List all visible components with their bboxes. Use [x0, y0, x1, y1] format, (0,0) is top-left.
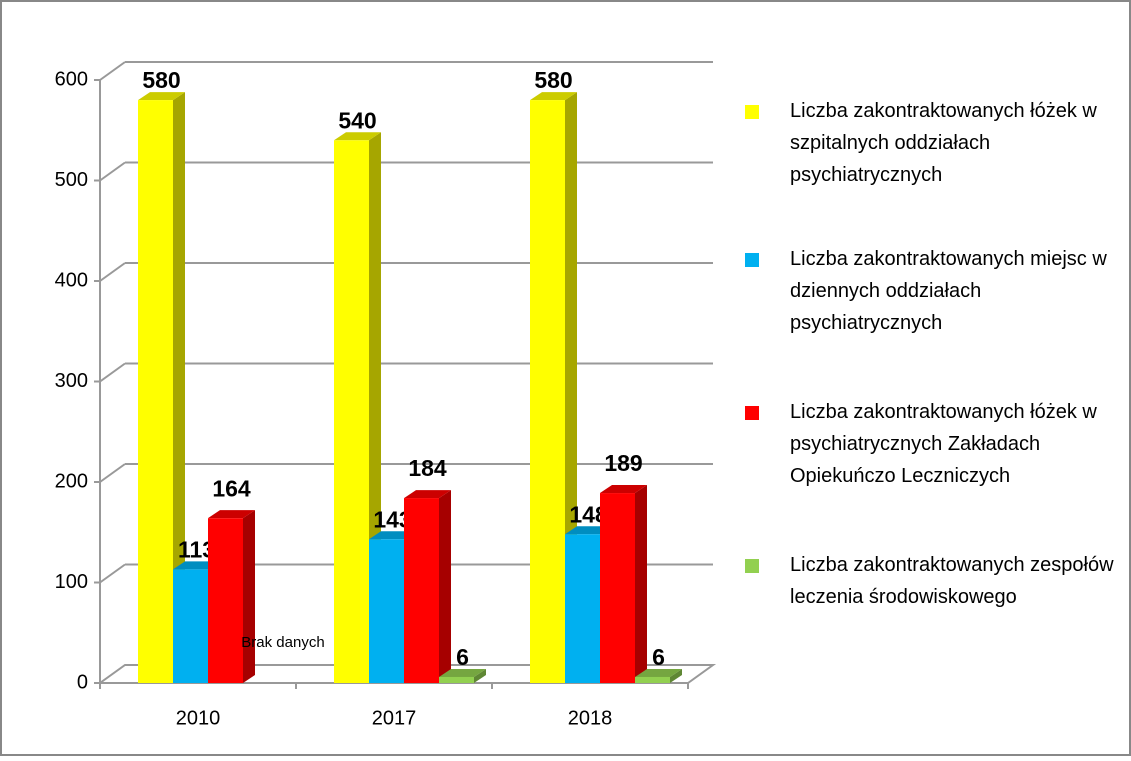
- y-tick-label: 500: [55, 169, 88, 191]
- x-tick-label: 2018: [568, 707, 613, 729]
- bar: [173, 569, 208, 683]
- bar-side: [173, 92, 185, 684]
- bar-side: [670, 668, 682, 683]
- data-label: Brak danych: [241, 634, 324, 651]
- bar-top: [600, 485, 647, 494]
- x-tick-label: 2010: [176, 707, 221, 729]
- bar: [439, 676, 474, 683]
- legend-line: psychiatrycznych: [790, 312, 942, 334]
- bar-side: [439, 490, 451, 683]
- bar-top: [404, 490, 451, 499]
- legend-label: Liczba zakontraktowanych miejsc w dzienny…: [790, 248, 1107, 334]
- bar: [565, 534, 600, 683]
- y-tick-label: 400: [55, 269, 88, 291]
- legend-line: Liczba zakontraktowanych łóżek w: [790, 401, 1097, 423]
- bar: [334, 140, 369, 684]
- data-label: 164: [212, 475, 251, 501]
- y-tick-label: 0: [77, 671, 88, 693]
- bar-side: [474, 668, 486, 683]
- y-tick-label: 300: [55, 370, 88, 392]
- legend-line: psychiatrycznych Zakładach: [790, 433, 1040, 455]
- data-label: 580: [142, 67, 180, 93]
- bar: [138, 100, 173, 684]
- y-tick-label: 200: [55, 470, 88, 492]
- bar-top: [138, 92, 185, 101]
- bar: [635, 676, 670, 683]
- bar: [600, 493, 635, 683]
- legend-label: Liczba zakontraktowanych zespołów leczeni…: [790, 554, 1114, 608]
- data-label: 184: [408, 455, 447, 481]
- bar-top: [208, 510, 255, 519]
- legend-swatch: [745, 559, 759, 573]
- data-label: 580: [534, 67, 572, 93]
- legend-swatch: [745, 406, 759, 420]
- legend-line: Liczba zakontraktowanych miejsc w: [790, 248, 1107, 270]
- legend-swatch: [745, 105, 759, 119]
- bar-top: [439, 668, 486, 677]
- legend-line: Opiekuńczo Leczniczych: [790, 465, 1010, 487]
- bar-top: [334, 132, 381, 141]
- legend-label: Liczba zakontraktowanych łóżek w szpitaln…: [790, 100, 1097, 186]
- legend-swatch: [745, 253, 759, 267]
- grid-line: [99, 262, 126, 282]
- data-label: 6: [652, 644, 665, 670]
- bar-top: [530, 92, 577, 101]
- legend-line: Liczba zakontraktowanych zespołów: [790, 554, 1114, 576]
- data-label: 540: [338, 107, 376, 133]
- grid-line: [99, 362, 126, 383]
- legend-line: dziennych oddziałach: [790, 280, 981, 302]
- legend-line: psychiatrycznych: [790, 164, 942, 186]
- bar: [369, 539, 404, 683]
- data-label: 6: [456, 644, 469, 670]
- legend-label: Liczba zakontraktowanych łóżek w psychiat…: [790, 401, 1097, 487]
- legend-line: szpitalnych oddziałach: [790, 132, 990, 154]
- y-tick-label: 600: [55, 68, 88, 90]
- grid-line: [99, 61, 126, 81]
- grid-line: [99, 463, 126, 483]
- bar-top: [635, 668, 682, 677]
- grid-line: [99, 563, 126, 584]
- bar: [404, 498, 439, 683]
- data-label: 189: [604, 450, 642, 476]
- bar-side: [635, 485, 647, 683]
- grid-line: [99, 161, 126, 182]
- bar: [208, 518, 243, 683]
- bar-side: [243, 510, 255, 683]
- bar: [530, 100, 565, 684]
- legend-line: leczenia środowiskowego: [790, 586, 1017, 608]
- x-tick-label: 2017: [372, 707, 417, 729]
- legend-line: Liczba zakontraktowanych łóżek w: [790, 100, 1097, 122]
- y-tick-label: 100: [55, 571, 88, 593]
